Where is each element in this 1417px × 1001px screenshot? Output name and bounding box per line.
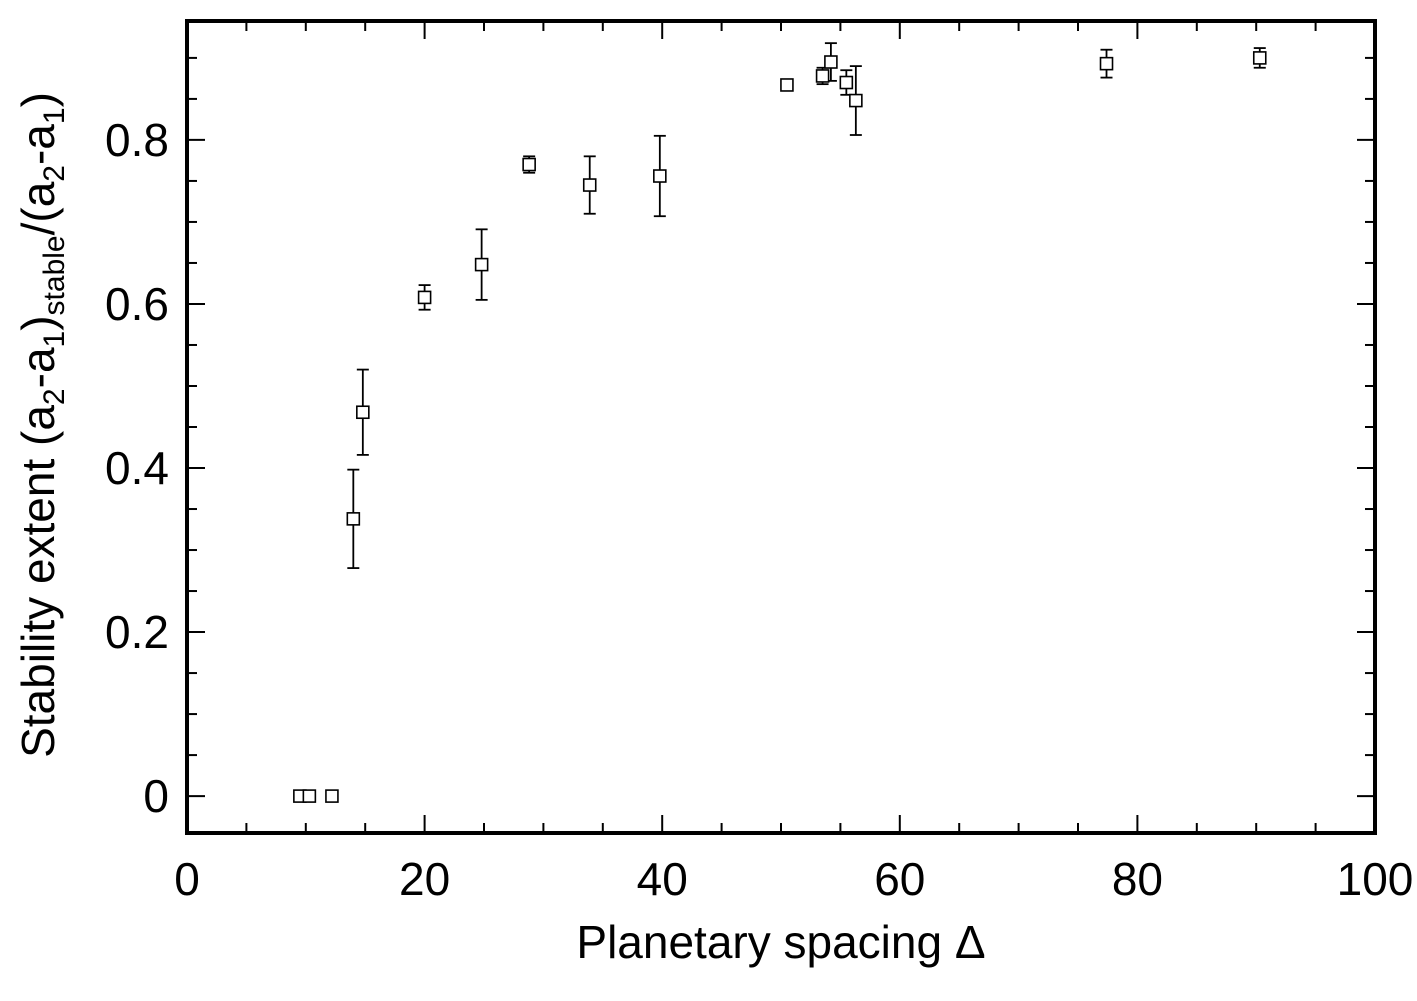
axis-ticks: [186, 21, 1376, 833]
data-point: [839, 75, 854, 90]
x-tick-label: 0: [174, 853, 200, 905]
tick-labels: 0 20 40 60 80 100 0 0.2 0.4 0.6 0.8: [105, 114, 1413, 905]
x-tick-label: 80: [1112, 853, 1163, 905]
y-axis-title-part: Stability extent (a: [12, 405, 64, 758]
data-point: [653, 169, 667, 183]
y-tick-label: 0.6: [105, 278, 169, 330]
y-tick-label: 0: [143, 770, 169, 822]
y-axis-title-part: -a: [12, 124, 64, 165]
y-axis-title-part: 2: [38, 388, 71, 405]
x-axis-title: Planetary spacing Δ: [576, 916, 985, 968]
y-axis-title-part: stable: [38, 235, 71, 315]
data-point: [815, 69, 830, 83]
x-tick-label: 20: [399, 853, 450, 905]
data-point: [1252, 51, 1267, 65]
x-tick-label: 100: [1337, 853, 1414, 905]
data-point: [824, 55, 838, 69]
data-point: [356, 405, 370, 420]
data-point: [302, 789, 317, 803]
data-point: [474, 257, 489, 272]
y-axis-title-part: ): [12, 92, 64, 107]
y-tick-label: 0.8: [105, 114, 169, 166]
data-points: [293, 51, 1267, 803]
y-axis-title-part: 1: [38, 107, 71, 124]
plot-frame: [185, 19, 1377, 835]
data-point: [417, 290, 432, 305]
error-bars: [347, 42, 1266, 569]
y-axis-title-part: ): [12, 315, 64, 330]
y-axis-title-part: /(a: [12, 181, 64, 235]
data-point: [522, 157, 536, 172]
data-point: [325, 789, 339, 803]
y-tick-label: 0.2: [105, 606, 169, 658]
data-point: [1099, 56, 1114, 71]
y-axis-title-part: -a: [12, 347, 64, 388]
data-point: [849, 93, 863, 108]
y-tick-label: 0.4: [105, 442, 169, 494]
data-point: [582, 178, 597, 192]
y-axis-title: Stability extent (a2-a1)stable/(a2-a1): [12, 92, 71, 758]
y-axis-title-part: 2: [38, 165, 71, 182]
y-axis-title-part: 1: [38, 331, 71, 348]
x-tick-label: 40: [637, 853, 688, 905]
data-point: [780, 78, 794, 92]
data-point: [346, 512, 361, 526]
x-tick-label: 60: [874, 853, 925, 905]
